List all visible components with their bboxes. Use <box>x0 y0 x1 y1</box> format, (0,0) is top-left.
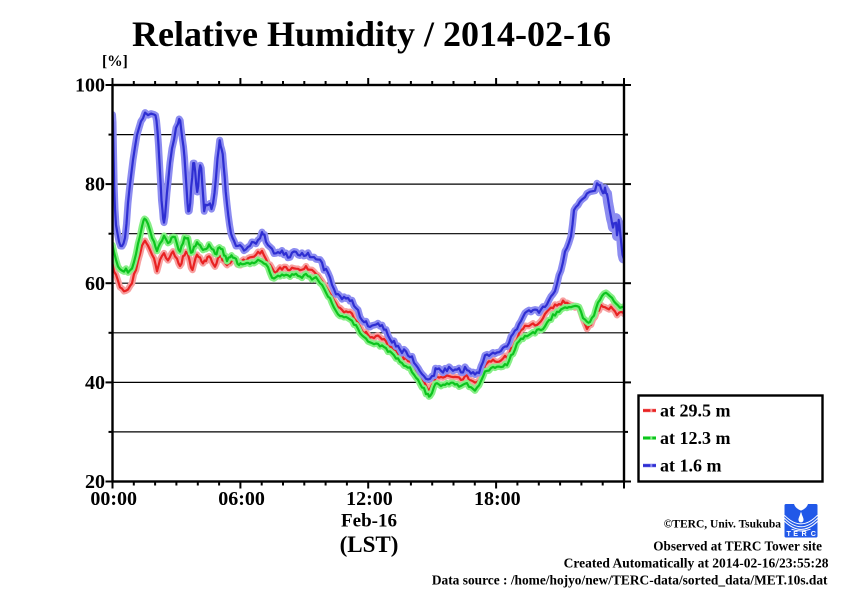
svg-text:C: C <box>811 529 816 538</box>
svg-text:Feb-16: Feb-16 <box>341 511 397 532</box>
svg-text:Observed at TERC Tower site: Observed at TERC Tower site <box>653 538 822 553</box>
svg-text:00:00: 00:00 <box>90 488 137 510</box>
svg-text:18:00: 18:00 <box>474 488 521 510</box>
svg-text:80: 80 <box>85 174 105 196</box>
svg-text:60: 60 <box>85 273 105 295</box>
svg-text:100: 100 <box>75 75 105 97</box>
svg-text:©TERC, Univ. Tsukuba: ©TERC, Univ. Tsukuba <box>664 519 782 531</box>
svg-text:Data source : /home/hojyo/new/: Data source : /home/hojyo/new/TERC-data/… <box>432 573 828 588</box>
svg-text:20: 20 <box>85 471 105 493</box>
svg-text:[%]: [%] <box>102 53 128 70</box>
svg-text:T: T <box>787 529 792 538</box>
svg-text:Relative Humidity / 2014-02-16: Relative Humidity / 2014-02-16 <box>132 14 611 54</box>
svg-text:Created Automatically at 2014-: Created Automatically at 2014-02-16/23:5… <box>564 555 829 570</box>
svg-text:at 12.3 m: at 12.3 m <box>660 428 731 448</box>
svg-text:at 29.5 m: at 29.5 m <box>660 400 731 420</box>
svg-text:06:00: 06:00 <box>218 488 265 510</box>
svg-text:40: 40 <box>85 372 105 394</box>
svg-text:E: E <box>793 529 798 538</box>
svg-text:R: R <box>801 529 807 538</box>
svg-text:at 1.6 m: at 1.6 m <box>660 455 722 475</box>
svg-text:(LST): (LST) <box>340 532 399 557</box>
svg-text:12:00: 12:00 <box>346 488 393 510</box>
